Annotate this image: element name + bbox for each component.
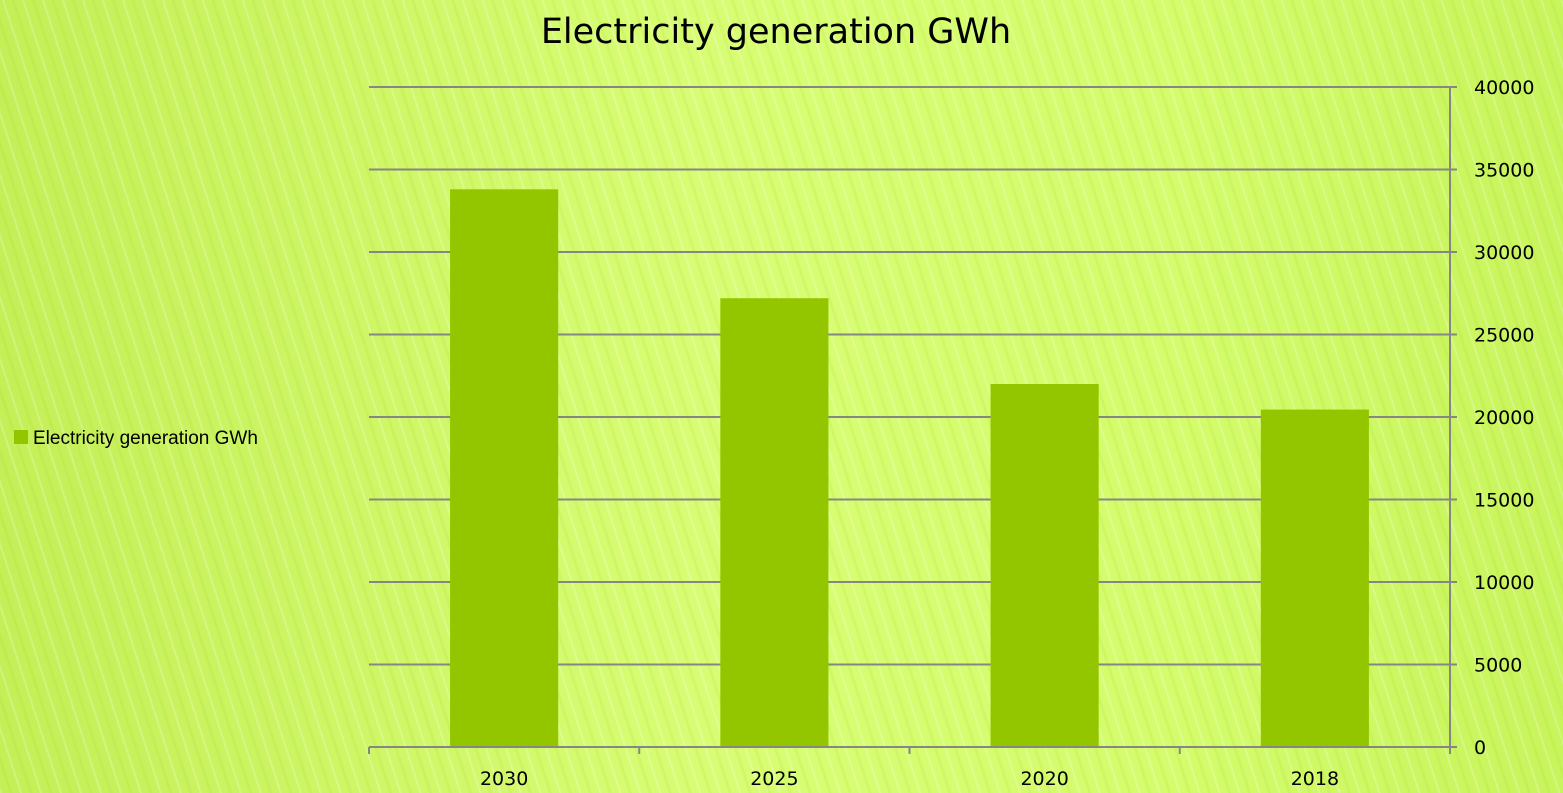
y-tick-label: 20000 [1474, 407, 1534, 429]
x-tick-label: 2018 [1291, 768, 1339, 790]
x-tick-label: 2020 [1020, 768, 1068, 790]
x-tick-label: 2030 [480, 768, 528, 790]
bar-2018 [1260, 409, 1369, 747]
bar-2025 [720, 298, 829, 747]
y-tick-label: 40000 [1474, 77, 1534, 99]
bar-2020 [990, 384, 1099, 747]
bars [450, 189, 1369, 748]
y-tick-labels: 0 5000 10000 15000 20000 25000 30000 35000 40000 [1474, 77, 1534, 759]
x-tick-label: 2025 [750, 768, 798, 790]
legend-label: Electricity generation GWh [33, 428, 258, 449]
x-tick-labels: 2030 2025 2020 2018 [480, 768, 1339, 790]
bar-2030 [450, 189, 559, 748]
y-tick-label: 15000 [1474, 490, 1534, 512]
y-tick-label: 35000 [1474, 160, 1534, 182]
y-tick-label: 5000 [1474, 655, 1522, 677]
y-tick-label: 30000 [1474, 242, 1534, 264]
y-tick-label: 25000 [1474, 325, 1534, 347]
legend: Electricity generation GWh [14, 428, 258, 449]
axes [368, 86, 1457, 754]
y-tick-label: 10000 [1474, 572, 1534, 594]
y-tick-label: 0 [1474, 737, 1486, 759]
chart-title: Electricity generation GWh [541, 12, 1011, 52]
legend-swatch [14, 430, 28, 444]
